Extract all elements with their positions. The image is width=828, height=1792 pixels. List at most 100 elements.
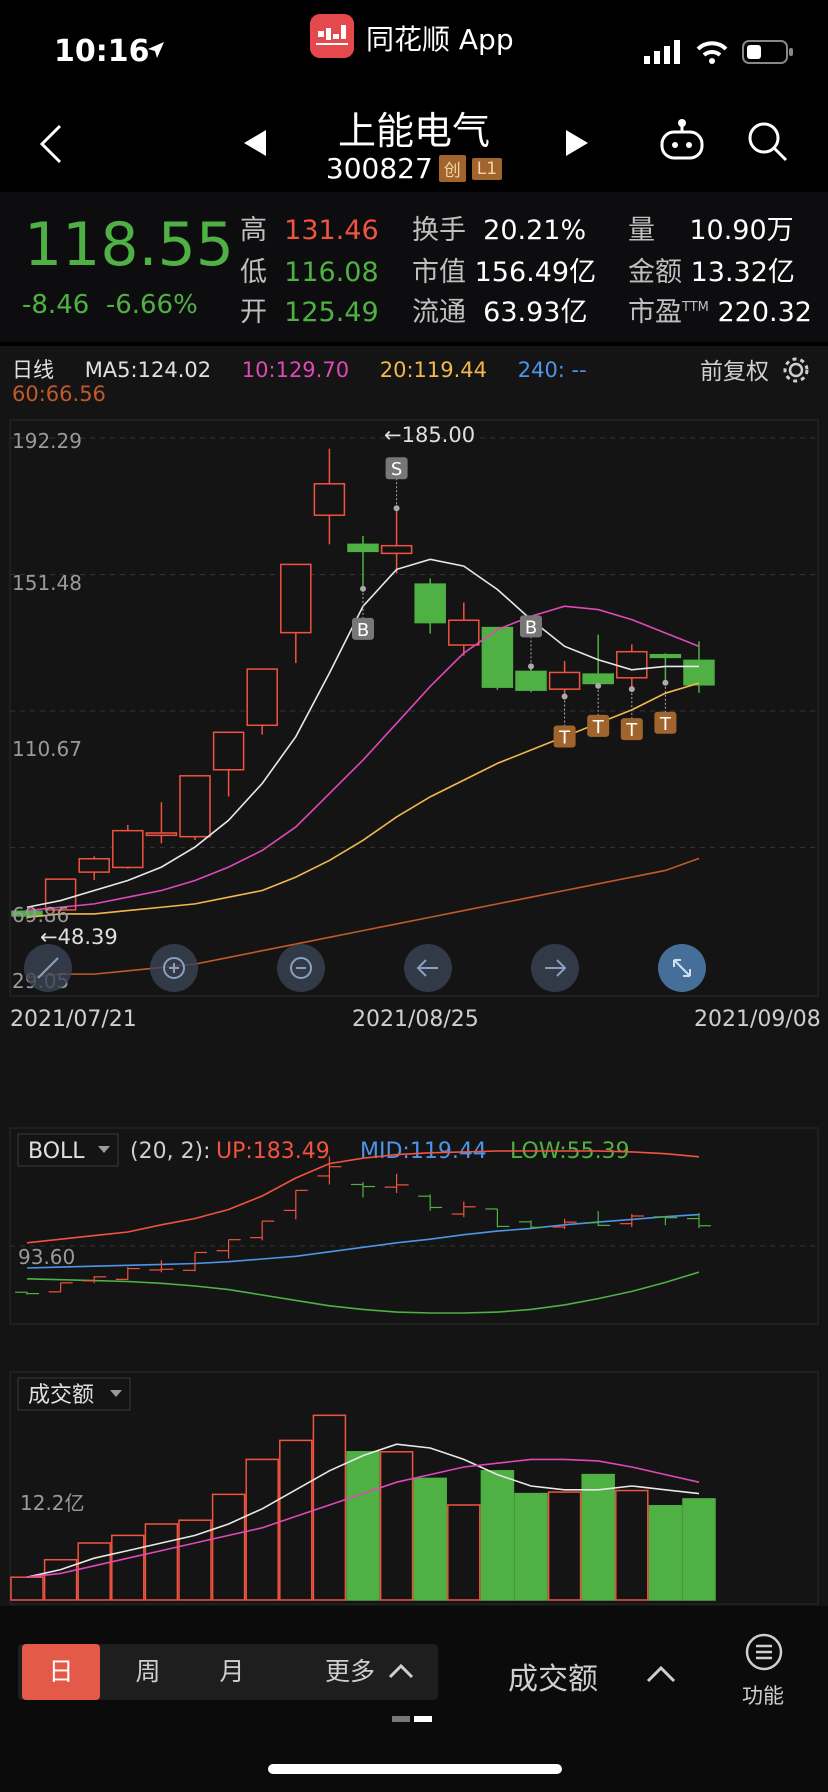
amount-label: 金额 <box>628 257 682 288</box>
marker-b <box>352 617 374 640</box>
search-icon[interactable] <box>746 120 790 164</box>
boll-selector[interactable]: BOLL <box>17 1133 119 1167</box>
quote-panel: 118.55 -8.46 -6.66% 高 131.46 低 116.08 开 … <box>0 192 828 342</box>
marker-t-label: T <box>558 728 571 749</box>
y-tick-151: 151.48 <box>12 571 82 595</box>
signal-icon <box>644 40 680 64</box>
turnover-label: 换手 <box>412 215 466 246</box>
boll-y-tick: 93.60 <box>18 1245 75 1269</box>
amount-bar <box>178 1519 212 1601</box>
function-label[interactable]: 功能 <box>742 1684 784 1708</box>
battery-icon <box>742 40 793 64</box>
change-amount: -8.46 <box>22 290 90 320</box>
ma-legend: 日线 MA5:124.02 10:129.70 20:119.44 240: -… <box>12 354 611 384</box>
candle <box>179 775 211 838</box>
candle <box>548 671 581 690</box>
marker-t-label: T <box>659 714 672 735</box>
mktcap-cell: 市值 156.49亿 <box>412 250 596 289</box>
low-label: 低 <box>240 257 267 288</box>
next-stock-icon[interactable] <box>562 128 592 158</box>
robot-icon[interactable] <box>658 116 706 164</box>
chart-panel: 日线 MA5:124.02 10:129.70 20:119.44 240: -… <box>0 346 828 1606</box>
float-value: 63.93亿 <box>483 297 588 328</box>
turnover-cell: 换手 20.21% <box>412 208 586 247</box>
marker-t-label: T <box>592 717 605 738</box>
marker-s <box>385 457 408 480</box>
fullscreen-icon[interactable] <box>658 944 706 992</box>
indicator-selector[interactable]: 成交额 <box>508 1662 598 1697</box>
candle <box>380 544 413 555</box>
low-value: 116.08 <box>284 257 379 288</box>
boll-lower-line <box>26 1271 700 1314</box>
date-start: 2021/07/21 <box>10 1007 137 1032</box>
stock-code-row: 300827 创 L1 <box>0 152 828 185</box>
volume-label: 量 <box>628 215 655 246</box>
amount-chart[interactable]: 成交额 12.2亿 <box>0 1370 828 1606</box>
amount-bar <box>682 1498 716 1601</box>
tab-day[interactable]: 日 <box>22 1644 100 1700</box>
high-annotation: ←185.00 <box>384 423 475 447</box>
candle <box>347 543 379 553</box>
wifi-icon <box>696 41 728 64</box>
back-icon[interactable] <box>36 122 66 166</box>
amount-selector[interactable]: 成交额 <box>17 1377 131 1411</box>
high-value: 131.46 <box>284 215 379 246</box>
level-tag: L1 <box>471 157 503 180</box>
volume-value: 10.90万 <box>689 215 794 246</box>
y-tick-192: 192.29 <box>12 429 82 453</box>
amount-y-tick: 12.2亿 <box>20 1491 85 1515</box>
period-label[interactable]: 日线 <box>12 358 54 382</box>
amount-ma10-line <box>26 1458 700 1578</box>
scroll-left-icon[interactable] <box>404 944 452 992</box>
tab-week[interactable]: 周 <box>135 1657 161 1686</box>
prev-stock-icon[interactable] <box>240 128 270 158</box>
tab-month[interactable]: 月 <box>219 1657 245 1686</box>
candle <box>11 910 43 917</box>
ma240-legend: 240: -- <box>517 358 587 382</box>
marker-b <box>520 615 542 638</box>
pe-value: 220.32 <box>717 297 812 328</box>
marker-t-dot <box>662 679 669 686</box>
clock: 10:16 <box>54 34 150 69</box>
float-label: 流通 <box>412 297 466 328</box>
ma10-legend: 10:129.70 <box>241 358 350 382</box>
high-cell: 高 131.46 <box>240 208 379 247</box>
ma60-line <box>26 857 700 979</box>
amount-bar <box>480 1470 515 1601</box>
amount-bar <box>379 1451 414 1601</box>
zoom-out-icon[interactable] <box>277 944 325 992</box>
zoom-in-icon[interactable] <box>150 944 198 992</box>
settings-gear-icon[interactable] <box>782 356 810 384</box>
current-price: 118.55 <box>24 210 234 280</box>
candle <box>212 731 245 771</box>
boll-chart[interactable]: BOLL (20, 2): UP:183.49 MID:119.44 LOW:5… <box>0 1126 828 1326</box>
candle <box>246 668 278 727</box>
candle <box>414 583 446 624</box>
amount-bar <box>413 1477 447 1601</box>
pe-ttm-label: TTM <box>682 300 709 315</box>
app-logo-icon <box>310 14 354 58</box>
candle <box>515 670 547 691</box>
high-label: 高 <box>240 215 267 246</box>
price-adjust-toggle[interactable]: 前复权 <box>700 359 769 385</box>
candle <box>616 650 648 679</box>
turnover-value: 20.21% <box>483 215 587 246</box>
system-icons <box>644 38 794 66</box>
amount-ma5-line <box>26 1443 700 1578</box>
home-indicator <box>268 1764 562 1774</box>
scroll-right-icon[interactable] <box>531 944 579 992</box>
tab-more[interactable]: 更多 <box>324 1657 375 1686</box>
chevron-up-icon[interactable] <box>388 1662 414 1680</box>
date-mid: 2021/08/25 <box>352 1007 479 1032</box>
period-tabs: 日 周 月 更多 <box>18 1644 438 1700</box>
candle <box>44 878 77 911</box>
chevron-up-icon[interactable] <box>646 1664 676 1684</box>
ma60-legend: 60:66.56 <box>12 382 106 406</box>
menu-icon[interactable] <box>744 1632 784 1672</box>
change-percent: -6.66% <box>105 290 198 320</box>
chart-tool-draw[interactable] <box>24 944 72 992</box>
amount-bar <box>77 1542 111 1601</box>
marker-t-dot <box>628 686 635 693</box>
stock-name: 上能电气 <box>337 109 490 153</box>
